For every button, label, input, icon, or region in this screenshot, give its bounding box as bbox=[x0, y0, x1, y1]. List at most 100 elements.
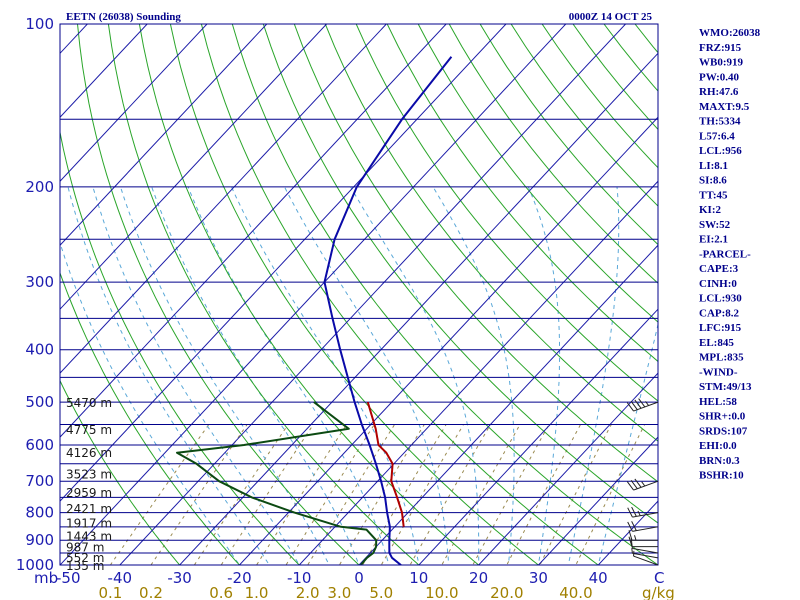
pressure-tick-label-700: 700 bbox=[25, 472, 54, 490]
index-item-26: SHR+:0.0 bbox=[699, 411, 746, 423]
wind-barb-970 bbox=[631, 548, 659, 559]
index-item-13: SW:52 bbox=[699, 219, 731, 231]
pressure-tick-label-800: 800 bbox=[25, 504, 54, 522]
pressure-tick-label-400: 400 bbox=[25, 341, 54, 359]
index-item-22: MPL:835 bbox=[699, 352, 744, 364]
mixing-ratio-tick-label-0.1: 0.1 bbox=[98, 584, 122, 600]
isotherm--40 bbox=[119, 24, 627, 565]
moist-adiabat-35 bbox=[567, 186, 620, 565]
moist-adiabat-10 bbox=[231, 186, 420, 565]
moist-adiabat-20 bbox=[350, 186, 480, 565]
isotherm--100 bbox=[60, 24, 268, 246]
mixing-ratio-unit-label: g/kg bbox=[642, 584, 675, 600]
moist-adiabat--10 bbox=[92, 186, 300, 565]
temperature-line bbox=[323, 56, 453, 565]
index-item-12: KI:2 bbox=[699, 204, 722, 216]
wind-barb-950 bbox=[630, 538, 659, 554]
index-item-29: BRN:0.3 bbox=[699, 455, 740, 467]
temp-tick-label-30: 30 bbox=[529, 569, 548, 587]
height-label-733: 2959 m bbox=[66, 486, 112, 500]
moist-adiabat-5 bbox=[187, 186, 390, 565]
plot-frame bbox=[59, 23, 659, 566]
pressure-tick-label-500: 500 bbox=[25, 393, 54, 411]
dry-adiabat-110 bbox=[417, 24, 658, 323]
dry-adiabats bbox=[60, 24, 800, 577]
mixing-ratio-line-0.6 bbox=[220, 424, 314, 565]
dry-adiabat-120 bbox=[448, 24, 658, 284]
dry-adiabat-220 bbox=[759, 24, 800, 577]
height-label-785: 2421 m bbox=[66, 502, 112, 516]
temperature-axis-labels: -40 -30 -20 -10 0 10 20 30 40 bbox=[108, 569, 608, 587]
index-item-27: SRDS:107 bbox=[699, 425, 748, 437]
temperature-unit-label: C bbox=[654, 569, 664, 587]
dry-adiabat-50 bbox=[231, 24, 658, 565]
mixing-ratio-tick-label-0.2: 0.2 bbox=[139, 584, 163, 600]
isotherm--50 bbox=[60, 24, 567, 565]
dry-adiabat-30 bbox=[169, 24, 540, 565]
mixing-ratio-tick-label-20: 20.0 bbox=[490, 584, 523, 600]
dry-adiabat-20 bbox=[138, 24, 480, 565]
dry-adiabat-80 bbox=[324, 24, 658, 442]
isotherm--90 bbox=[60, 24, 328, 310]
index-item-6: TH:5334 bbox=[699, 116, 741, 128]
mixing-ratio-tick-label-3: 3.0 bbox=[327, 584, 351, 600]
index-item-25: HEL:58 bbox=[699, 396, 737, 408]
mixing-ratio-tick-label-2: 2.0 bbox=[296, 584, 320, 600]
temp-tick-label-10: 10 bbox=[409, 569, 428, 587]
isotherm--80 bbox=[60, 24, 388, 374]
wind-barb-925 bbox=[628, 536, 658, 548]
dry-adiabat-90 bbox=[355, 24, 658, 402]
height-label-835: 1917 m bbox=[66, 517, 112, 531]
mixing-ratio-tick-label-10: 10.0 bbox=[425, 584, 458, 600]
isotherm-10 bbox=[418, 308, 658, 565]
height-labels: 5470 m 4775 m 4126 m 3523 m 2959 m 2421 m1917… bbox=[66, 396, 112, 573]
dry-adiabat-0 bbox=[77, 24, 360, 565]
isotherm--20 bbox=[238, 116, 658, 565]
dewpoint-line bbox=[176, 401, 378, 565]
height-label-882: 1443 m bbox=[66, 529, 112, 543]
isotherm--30 bbox=[178, 52, 658, 565]
moist-adiabat-30 bbox=[527, 186, 561, 565]
moist-adiabat-0 bbox=[151, 186, 360, 565]
mixing-ratio-line-3 bbox=[338, 424, 425, 565]
mixing-ratio-tick-label-0.6: 0.6 bbox=[209, 584, 233, 600]
index-item-28: EHI:0.0 bbox=[699, 440, 737, 452]
temp-tick-label-40: 40 bbox=[589, 569, 608, 587]
pressure-tick-label-1000: 1000 bbox=[16, 556, 54, 574]
dry-adiabat-130 bbox=[479, 24, 658, 246]
moist-adiabat--5 bbox=[120, 186, 330, 565]
moist-adiabat-15 bbox=[284, 186, 450, 565]
index-item-14: EI:2.1 bbox=[699, 234, 728, 246]
index-item-20: LFC:915 bbox=[699, 322, 742, 334]
isobars bbox=[60, 24, 658, 565]
isotherm-40 bbox=[597, 500, 658, 565]
parcel-line bbox=[366, 401, 405, 527]
moist-adiabat--15 bbox=[67, 186, 270, 565]
wind-barb-800 bbox=[627, 506, 659, 518]
mixing-ratio-line-7 bbox=[409, 424, 491, 565]
index-item-15: -PARCEL- bbox=[699, 248, 751, 260]
moist-adiabats bbox=[60, 186, 658, 565]
index-item-0: WMO:26038 bbox=[699, 27, 761, 39]
index-item-18: LCL:930 bbox=[699, 293, 742, 305]
isotherm--140 bbox=[0, 12, 39, 577]
isotherm-0 bbox=[358, 244, 658, 565]
pressure-tick-label-200: 200 bbox=[25, 178, 54, 196]
index-item-11: TT:45 bbox=[699, 189, 728, 201]
index-item-24: STM:49/13 bbox=[699, 381, 752, 393]
index-item-7: L57:6.4 bbox=[699, 130, 735, 142]
mixing-ratio-tick-label-40: 40.0 bbox=[559, 584, 592, 600]
mixing-ratio-line-5 bbox=[380, 424, 464, 565]
index-item-5: MAXT:9.5 bbox=[699, 101, 750, 113]
moist-adiabat-40 bbox=[597, 322, 658, 565]
temp-tick-label--30: -30 bbox=[167, 569, 192, 587]
isotherm--60 bbox=[60, 24, 507, 502]
isotherms bbox=[0, 12, 658, 577]
mixing-ratio-line-0.1 bbox=[109, 424, 210, 565]
sounding-indices-panel: WMO:26038 FRZ:915 WB0:919 PW:0.40 RH:47.6 MAX… bbox=[699, 27, 761, 482]
temp-tick-label--40: -40 bbox=[108, 569, 133, 587]
chart-title: EETN (26038) Sounding bbox=[66, 11, 181, 23]
temp-tick-label-0: 0 bbox=[354, 569, 364, 587]
isotherm--10 bbox=[298, 180, 658, 565]
